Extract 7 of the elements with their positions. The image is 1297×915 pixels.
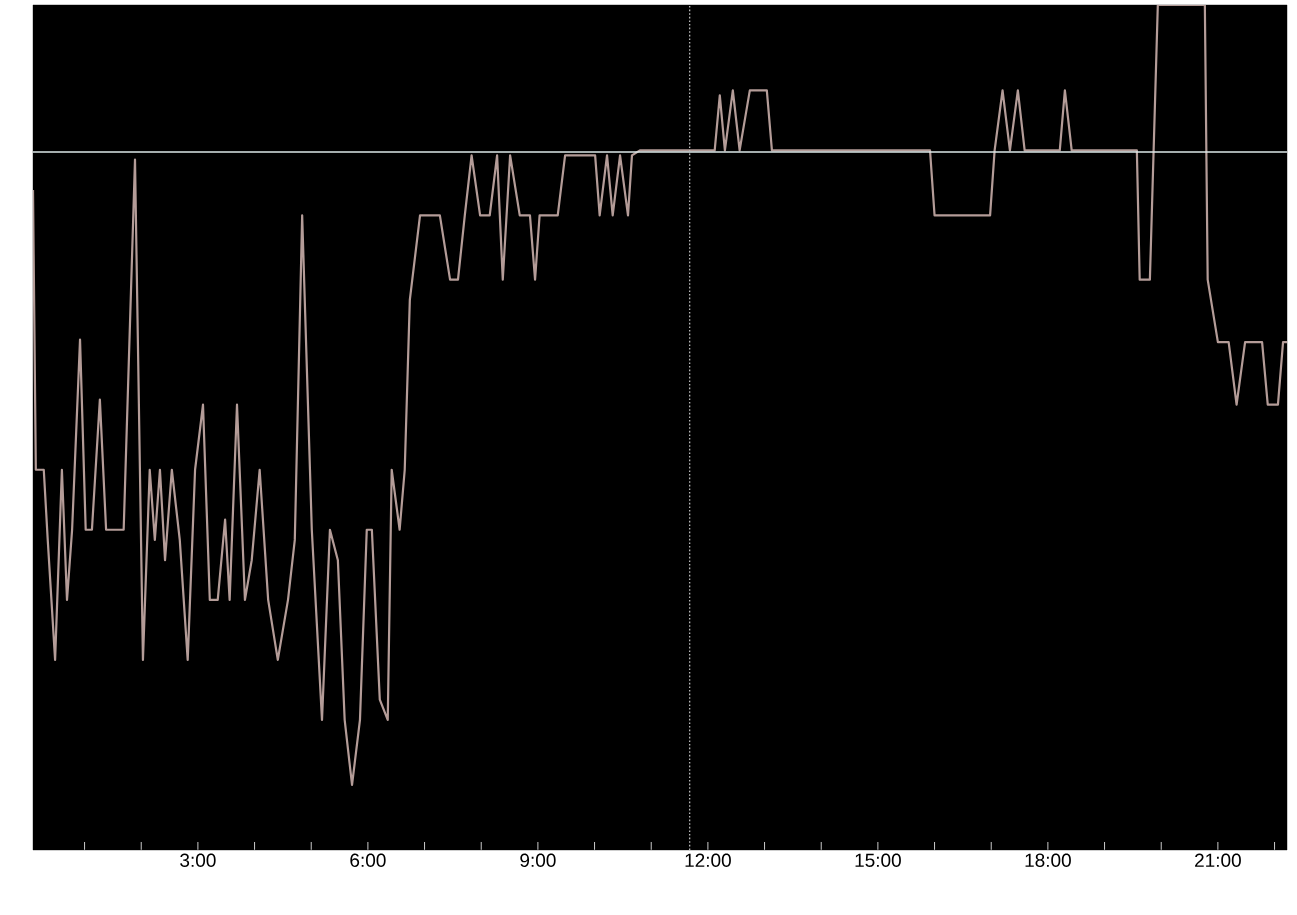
x-tick-label: 6:00 xyxy=(350,853,386,867)
x-tick-label: 21:00 xyxy=(1195,853,1241,867)
x-tick-label: 3:00 xyxy=(180,853,216,867)
x-tick-label: 18:00 xyxy=(1025,853,1071,867)
x-tick-label: 12:00 xyxy=(685,853,731,867)
x-tick-label: 15:00 xyxy=(855,853,901,867)
x-tick-label: 9:00 xyxy=(520,853,556,867)
